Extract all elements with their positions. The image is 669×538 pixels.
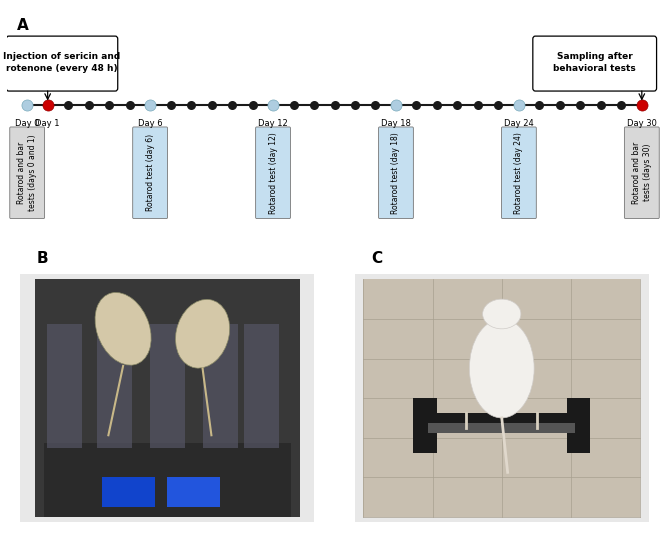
Text: Rotarod and bar
tests (days 30): Rotarod and bar tests (days 30) — [632, 141, 652, 204]
FancyBboxPatch shape — [10, 127, 45, 218]
Bar — [428, 423, 575, 433]
FancyBboxPatch shape — [6, 36, 118, 91]
Text: Day 1: Day 1 — [35, 119, 60, 128]
Ellipse shape — [470, 319, 534, 418]
FancyBboxPatch shape — [502, 127, 537, 218]
Bar — [413, 413, 590, 428]
Text: C: C — [371, 251, 383, 266]
Text: Rotarod and bar
tests (days 0 and 1): Rotarod and bar tests (days 0 and 1) — [17, 134, 37, 211]
Bar — [43, 443, 291, 517]
Text: Day 30: Day 30 — [627, 119, 657, 128]
Bar — [413, 398, 437, 452]
Text: Rotarod test (day 12): Rotarod test (day 12) — [268, 132, 278, 214]
Ellipse shape — [175, 300, 229, 368]
Text: A: A — [17, 18, 29, 33]
Text: Sampling after
behavioral tests: Sampling after behavioral tests — [553, 52, 636, 73]
Text: Day 24: Day 24 — [504, 119, 534, 128]
Bar — [47, 324, 82, 448]
Bar — [567, 398, 590, 452]
Ellipse shape — [482, 299, 521, 329]
FancyBboxPatch shape — [624, 127, 659, 218]
Text: Day 12: Day 12 — [258, 119, 288, 128]
Bar — [203, 324, 238, 448]
Bar — [96, 324, 132, 448]
Text: Rotarod test (day 18): Rotarod test (day 18) — [391, 132, 401, 214]
Ellipse shape — [95, 293, 151, 365]
FancyBboxPatch shape — [17, 272, 317, 525]
Text: Injection of sericin and
rotenone (every 48 h): Injection of sericin and rotenone (every… — [3, 52, 120, 73]
FancyBboxPatch shape — [379, 127, 413, 218]
FancyBboxPatch shape — [533, 36, 656, 91]
FancyBboxPatch shape — [256, 127, 290, 218]
Text: Day 18: Day 18 — [381, 119, 411, 128]
Text: Day 0: Day 0 — [15, 119, 39, 128]
Bar — [102, 477, 155, 507]
Text: B: B — [37, 251, 48, 266]
FancyBboxPatch shape — [132, 127, 167, 218]
Bar — [244, 324, 279, 448]
Text: Rotarod test (day 6): Rotarod test (day 6) — [146, 134, 155, 211]
Text: Day 6: Day 6 — [138, 119, 163, 128]
FancyBboxPatch shape — [352, 272, 652, 525]
Bar — [167, 477, 220, 507]
Bar — [150, 324, 185, 448]
Text: Rotarod test (day 24): Rotarod test (day 24) — [514, 132, 523, 214]
